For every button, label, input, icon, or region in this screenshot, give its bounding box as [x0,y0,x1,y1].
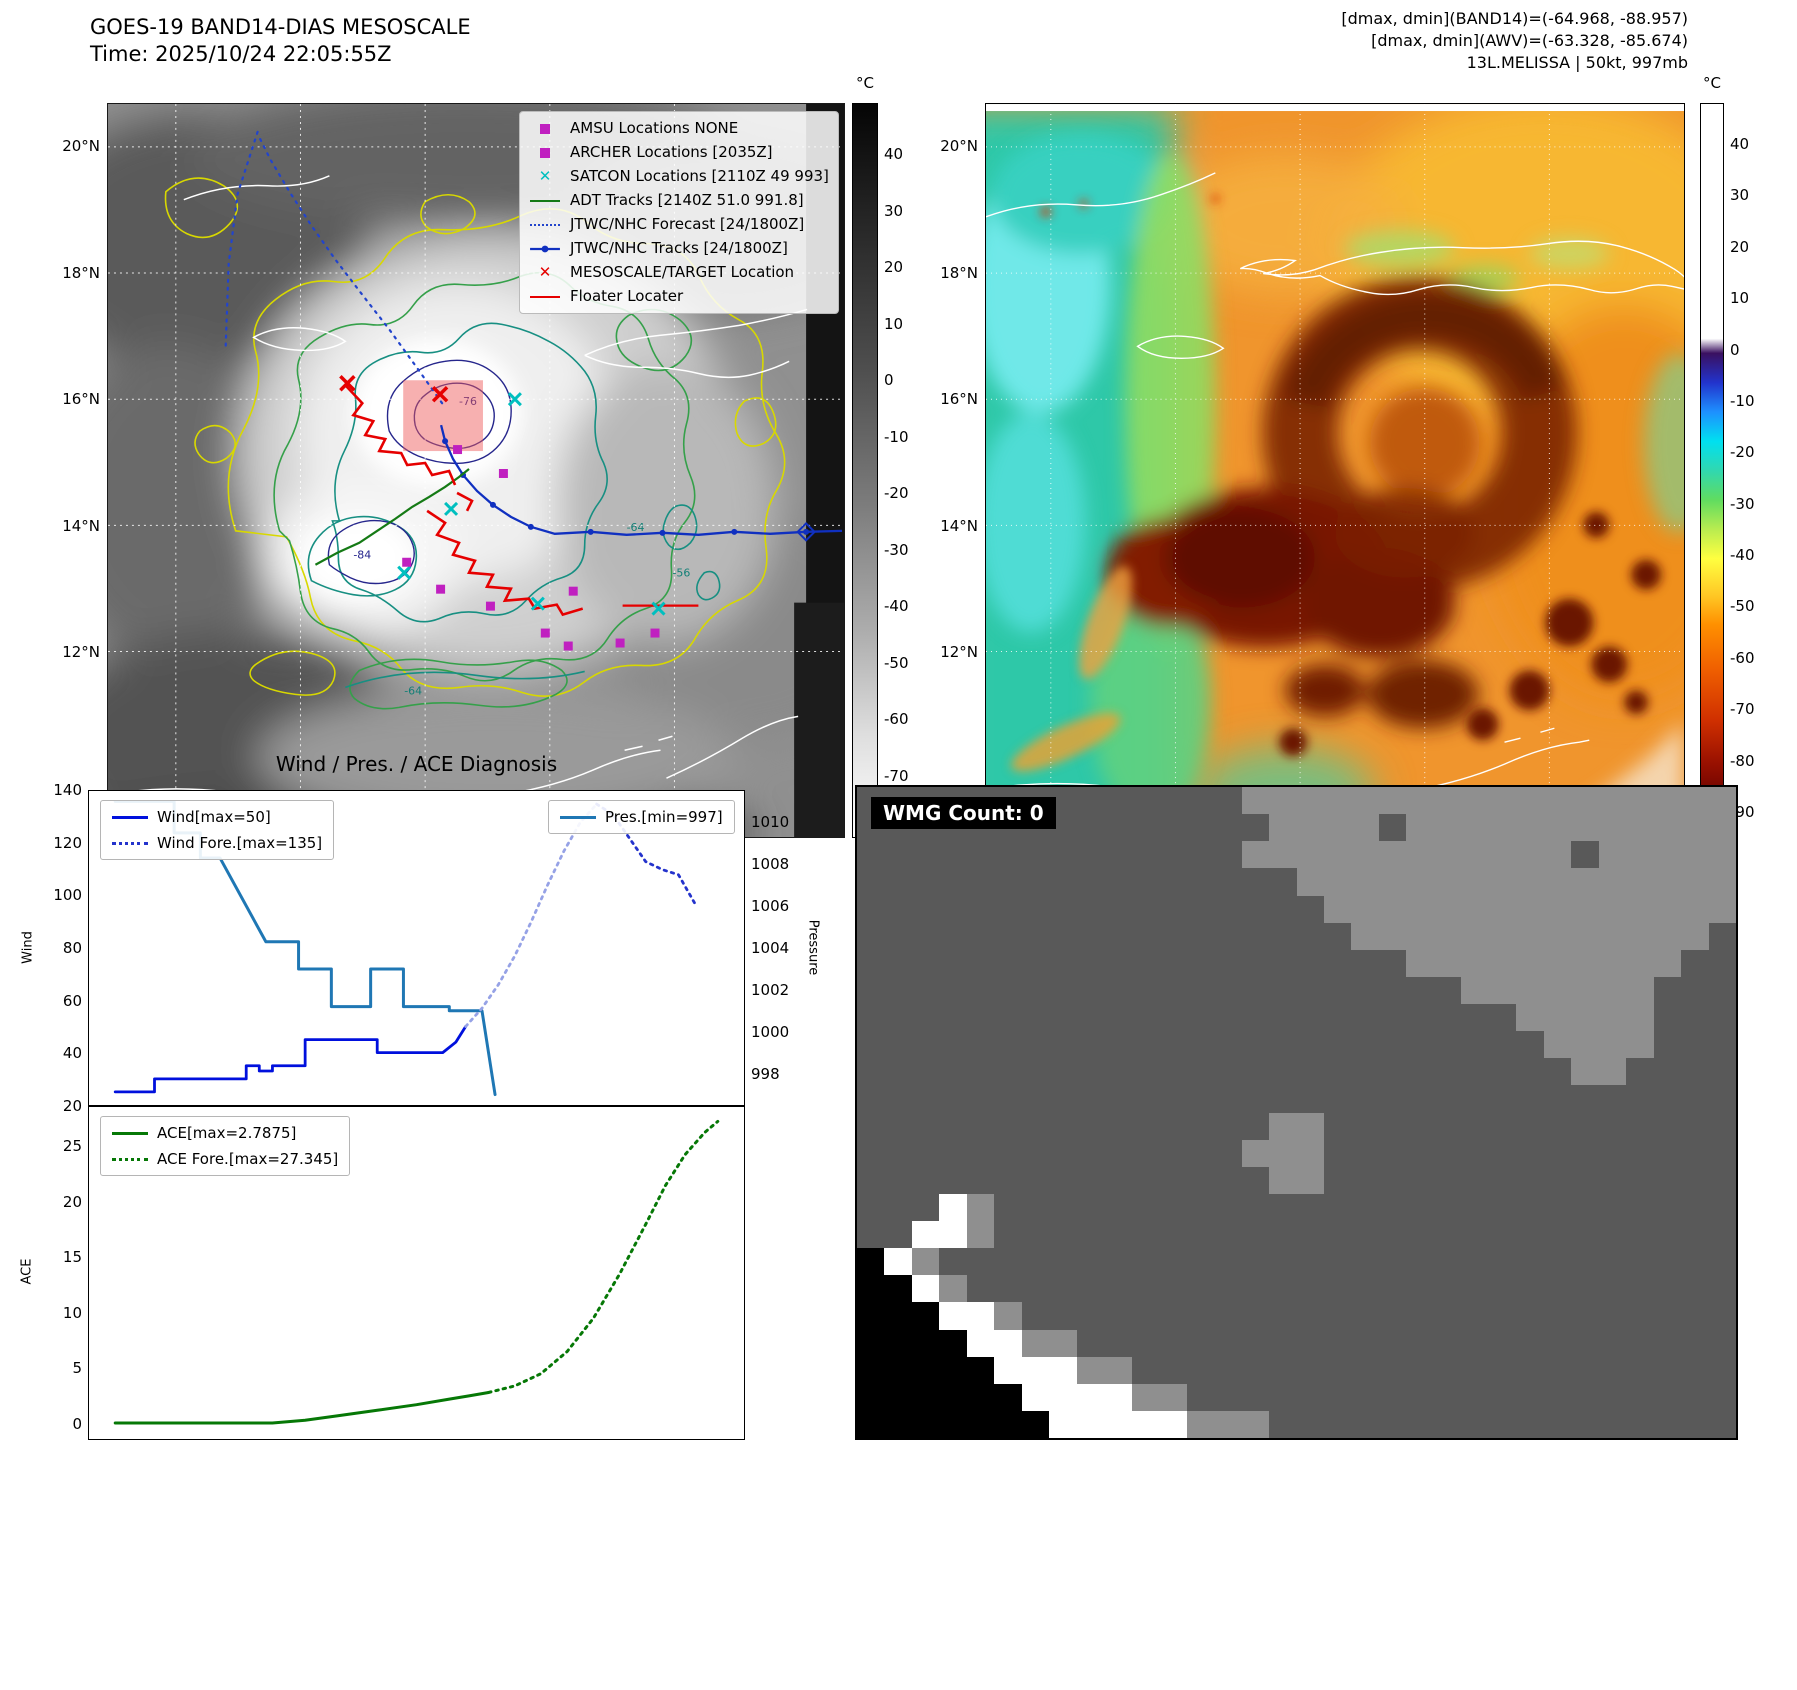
dmax-dmin-band14: [dmax, dmin](BAND14)=(-64.968, -88.957) [1341,9,1688,28]
archer-square-markers [402,445,660,651]
band14-legend: AMSU Locations NONE ARCHER Locations [20… [519,111,839,314]
contour-label: -76 [459,395,477,408]
band14-map: -64 -64 -76 -84 -56 [107,103,845,838]
green-line-icon [112,1131,148,1135]
legend-item-amsu: AMSU Locations NONE [529,119,829,138]
pressure-legend-item: Pres.[min=997] [560,808,723,826]
legend-item-track: JTWC/NHC Tracks [24/1800Z] [529,239,829,258]
ace-axis-label: ACE [19,1258,35,1285]
legend-item-archer: ARCHER Locations [2035Z] [529,143,829,162]
contour-yellow [164,177,786,697]
wind-y-ticks: 140 120 100 80 60 40 20 [53,781,82,1115]
contour-label: -84 [353,549,371,562]
awv-lat-axis: 20°N 18°N 16°N 14°N 12°N [940,137,978,661]
band14-title-line1: GOES-19 BAND14-DIAS MESOSCALE [90,15,471,39]
graticule [986,104,1684,837]
pressure-axis-label: Pressure [805,919,821,976]
band14-title-line2: Time: 2025/10/24 22:05:55Z [90,42,392,66]
satcon-x-markers [397,392,666,616]
awv-colorbar [1700,103,1724,838]
legend-item-forecast: JTWC/NHC Forecast [24/1800Z] [529,215,829,234]
wmg-count-label: WMG Count: 0 [871,797,1056,829]
awv-spots [1011,194,1662,772]
mesoscale-target-x-markers [339,375,449,403]
contour-label: -64 [404,684,422,697]
legend-item-mesoscale: ✕ MESOSCALE/TARGET Location [529,263,829,282]
wmg-panel: WMG Count: 0 [855,785,1738,1440]
adt-track [314,468,470,566]
band14-colorbar-unit: °C [856,74,874,92]
contour-green [273,271,696,710]
contour-label: -56 [672,567,690,580]
diagnosis-title: Wind / Pres. / ACE Diagnosis [275,752,558,776]
contour-teal [307,322,721,689]
graticule [108,104,844,837]
awv-colorbar-unit: °C [1703,74,1721,92]
awv-map [985,103,1685,838]
jtwc-forecast-track [224,130,444,405]
storm-id-intensity: 13L.MELISSA | 50kt, 997mb [1466,53,1688,72]
awv-satellite-image [986,104,1684,837]
steelblue-line-icon [560,815,596,819]
ace-legend: ACE[max=2.7875] ACE Fore.[max=27.345] [100,1116,351,1176]
legend-item-adt: ADT Tracks [2140Z 51.0 991.8] [529,191,829,210]
pressure-legend: Pres.[min=997] [548,800,735,834]
ace-fore-legend-item: ACE Fore.[max=27.345] [112,1150,338,1168]
red-x-icon: ✕ [538,263,552,281]
legend-item-floater: Floater Locater [529,287,829,306]
jtwc-track [439,424,843,542]
wind-axis-label: Wind [20,931,36,964]
ace-legend-item: ACE[max=2.7875] [112,1124,338,1142]
track-diamond-marker [796,521,816,542]
legend-item-satcon: ✕ SATCON Locations [2110Z 49 993] [529,167,829,186]
magenta-square-icon [529,145,561,161]
band14-lat-axis: 20°N 18°N 16°N 14°N 12°N [62,137,100,661]
dmax-dmin-awv: [dmax, dmin](AWV)=(-63.328, -85.674) [1371,31,1688,50]
floater-track [344,384,699,617]
awv-header: [dmax, dmin](BAND14)=(-64.968, -88.957) … [1100,8,1688,74]
band14-colorbar [852,103,878,838]
band14-title: GOES-19 BAND14-DIAS MESOSCALE Time: 2025… [90,14,471,68]
green-dotted-line-icon [112,1157,148,1161]
cyan-x-icon: ✕ [538,167,552,185]
wmg-pixel-image [857,787,1736,1438]
red-line-icon [529,289,561,305]
wind-legend-item: Wind[max=50] [112,808,322,826]
pressure-y-ticks: 1010 1008 1006 1004 1002 1000 998 [751,813,790,1083]
awv-detail [986,133,1684,837]
blue-line-dot-icon [529,241,561,257]
blue-dotted-line-icon [112,841,148,845]
magenta-square-icon [529,121,561,137]
contour-label: -64 [627,521,645,534]
wind-fore-legend-item: Wind Fore.[max=135] [112,834,322,852]
awv-colorbar-ticks: 40 30 20 10 0 -10 -20 -30 -40 -50 -60 -70 -80-… [1730,135,1755,821]
green-line-icon [529,193,561,209]
wind-legend: Wind[max=50] Wind Fore.[max=135] [100,800,335,860]
blue-dotted-line-icon [529,217,561,233]
blue-line-icon [112,815,148,819]
